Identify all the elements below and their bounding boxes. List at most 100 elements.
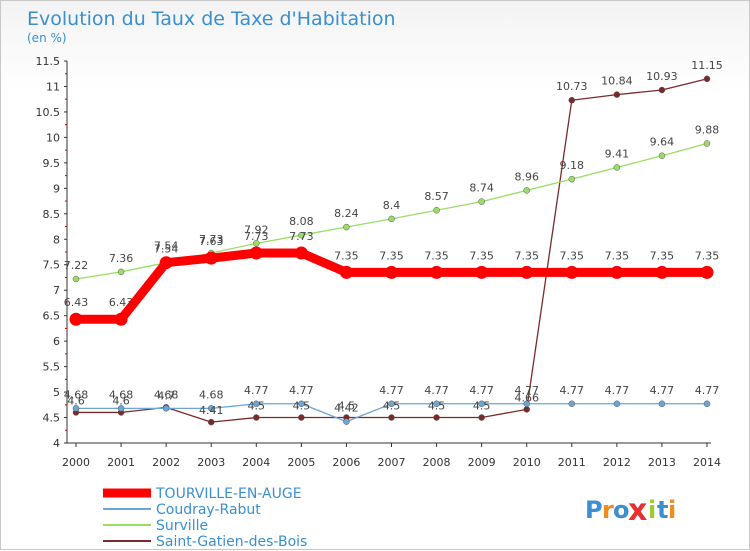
data-label: 4.5 bbox=[473, 400, 491, 413]
data-point bbox=[114, 312, 128, 326]
data-point bbox=[207, 405, 215, 412]
data-point bbox=[298, 400, 305, 408]
x-tick-label: 2004 bbox=[242, 456, 270, 469]
legend-label: Surville bbox=[156, 518, 208, 534]
data-label: 6.43 bbox=[64, 296, 89, 309]
data-point bbox=[523, 187, 530, 194]
data-point bbox=[703, 75, 711, 83]
data-label: 10.84 bbox=[601, 75, 633, 88]
data-point bbox=[613, 164, 621, 171]
svg-text:x: x bbox=[628, 493, 647, 528]
data-point bbox=[117, 268, 125, 276]
legend: TOURVILLE-EN-AUGECoudray-RabutSurvilleSa… bbox=[103, 486, 307, 550]
data-point bbox=[658, 400, 666, 408]
data-point bbox=[339, 265, 353, 279]
data-label: 10.73 bbox=[556, 80, 588, 93]
data-point bbox=[523, 406, 530, 413]
data-label: 4.77 bbox=[695, 384, 720, 397]
data-label: 4.41 bbox=[199, 404, 224, 417]
data-label: 4.77 bbox=[289, 384, 314, 397]
data-point bbox=[478, 414, 485, 421]
data-label: 4.77 bbox=[650, 384, 675, 397]
data-label: 11.15 bbox=[691, 59, 723, 72]
y-tick-label: 7.5 bbox=[43, 259, 61, 272]
data-label: 9.64 bbox=[650, 136, 675, 149]
data-label: 4.68 bbox=[64, 388, 89, 401]
data-label: 4.42 bbox=[334, 402, 359, 415]
svg-text:i: i bbox=[648, 496, 656, 524]
data-label: 7.35 bbox=[560, 249, 585, 262]
legend-label: TOURVILLE-EN-AUGE bbox=[155, 486, 302, 502]
x-tick-label: 2012 bbox=[603, 456, 631, 469]
data-label: 4.77 bbox=[514, 384, 539, 397]
x-tick-label: 2010 bbox=[513, 456, 541, 469]
data-point bbox=[298, 414, 305, 421]
data-label: 8.74 bbox=[469, 182, 494, 195]
data-label: 4.77 bbox=[379, 384, 404, 397]
data-point bbox=[388, 215, 395, 223]
data-point bbox=[253, 240, 260, 247]
data-label: 7.92 bbox=[244, 223, 269, 236]
data-label: 4.77 bbox=[469, 384, 494, 397]
x-tick-label: 2006 bbox=[332, 456, 360, 469]
y-tick-label: 10 bbox=[46, 131, 60, 144]
x-tick-label: 2014 bbox=[693, 456, 721, 469]
data-point bbox=[433, 206, 440, 214]
data-label: 7.22 bbox=[64, 259, 89, 272]
data-point bbox=[475, 265, 489, 279]
data-label: 6.43 bbox=[109, 296, 134, 309]
data-label: 4.5 bbox=[293, 400, 311, 413]
y-tick-label: 9 bbox=[53, 182, 60, 195]
data-label: 7.35 bbox=[469, 249, 494, 262]
data-point bbox=[207, 418, 215, 426]
data-label: 7.54 bbox=[154, 243, 179, 256]
data-point bbox=[343, 418, 350, 425]
chart-title: Evolution du Taux de Taxe d'Habitation bbox=[27, 8, 396, 30]
y-tick-label: 8.5 bbox=[43, 208, 61, 221]
y-tick-label: 6 bbox=[53, 335, 60, 348]
data-label: 7.35 bbox=[379, 249, 404, 262]
legend-label: Saint-Gatien-des-Bois bbox=[156, 534, 307, 550]
data-label: 4.5 bbox=[338, 400, 356, 413]
legend-label: Coudray-Rabut bbox=[156, 502, 261, 518]
data-label: 8.08 bbox=[289, 215, 314, 228]
y-tick-label: 5 bbox=[53, 386, 60, 399]
x-tick-label: 2011 bbox=[558, 456, 586, 469]
data-point bbox=[294, 246, 308, 260]
data-label: 4.77 bbox=[424, 384, 449, 397]
y-tick-label: 9.5 bbox=[43, 157, 61, 170]
data-label: 7.35 bbox=[650, 249, 675, 262]
data-label: 10.93 bbox=[646, 70, 678, 83]
y-tick-label: 10.5 bbox=[36, 106, 61, 119]
y-tick-group: 4 4.5 5 5.5 6 6.5 7 7.5 8 8.5 9 9.5 10 10.5 11 11.5 bbox=[36, 55, 67, 450]
data-point bbox=[568, 96, 576, 104]
data-point bbox=[703, 140, 711, 147]
data-label: 8.96 bbox=[514, 170, 539, 183]
data-label: 4.68 bbox=[109, 388, 134, 401]
data-point bbox=[204, 251, 218, 265]
data-label: 7.35 bbox=[605, 249, 630, 262]
data-point bbox=[568, 175, 576, 183]
data-label: 8.24 bbox=[334, 207, 359, 220]
data-point bbox=[433, 414, 440, 421]
data-label: 7.35 bbox=[334, 249, 359, 262]
x-tick-label: 2008 bbox=[423, 456, 451, 469]
y-tick-label: 5.5 bbox=[43, 361, 61, 374]
svg-text:r: r bbox=[602, 496, 614, 524]
data-point bbox=[72, 275, 80, 283]
x-tick-label: 2007 bbox=[378, 456, 406, 469]
x-tick-label: 2005 bbox=[287, 456, 315, 469]
x-tick-label: 2001 bbox=[107, 456, 135, 469]
y-tick-label: 11 bbox=[46, 80, 60, 93]
y-tick-label: 11.5 bbox=[36, 55, 61, 68]
data-point bbox=[658, 86, 666, 94]
data-point bbox=[613, 91, 621, 98]
data-point bbox=[700, 265, 714, 279]
data-point bbox=[159, 256, 173, 270]
data-point bbox=[249, 246, 263, 260]
data-point bbox=[433, 400, 440, 408]
data-label: 7.35 bbox=[695, 249, 720, 262]
data-label: 4.6 bbox=[67, 394, 85, 407]
data-label: 4.5 bbox=[428, 400, 446, 413]
